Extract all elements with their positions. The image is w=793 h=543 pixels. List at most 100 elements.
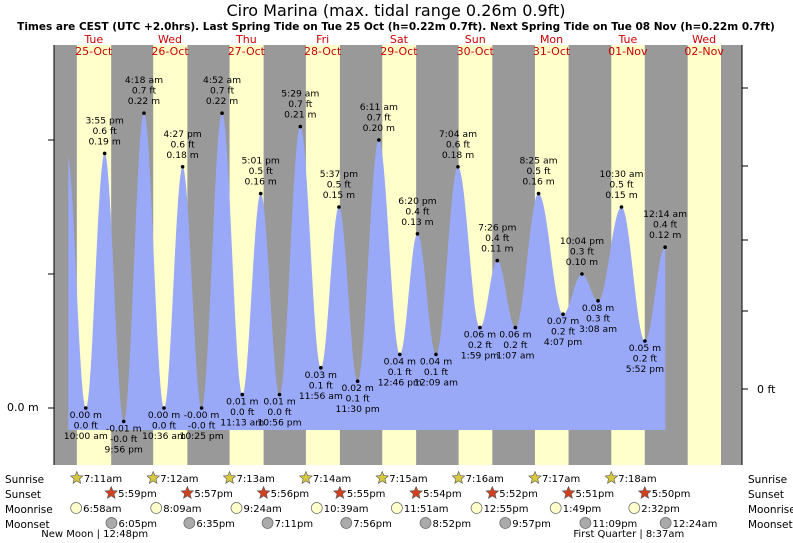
day-name: Thu: [235, 33, 257, 46]
row-label-right: Sunset: [748, 489, 784, 501]
tide-label: 0.6 ft: [170, 139, 195, 150]
moonset-time: 7:56pm: [353, 519, 392, 530]
tide-label: 4:07 pm: [544, 337, 582, 348]
tide-label: -0.01 m: [106, 423, 142, 434]
tide-point: [142, 111, 146, 115]
tide-label: 0.06 m: [464, 330, 496, 341]
sunset-icon: [561, 485, 576, 499]
sunset-time: 5:50pm: [652, 489, 691, 500]
tide-point: [199, 406, 204, 410]
sunset-icon: [104, 485, 119, 499]
day-headers: Tue25-OctWed26-OctThu27-OctFri28-OctSat2…: [75, 33, 724, 58]
moonrise-icon: [391, 502, 403, 514]
tide-label: 0.19 m: [88, 136, 120, 147]
tide-label: 6:20 pm: [398, 196, 436, 207]
moonrise-time: 10:39am: [324, 504, 369, 515]
tide-label: 0.4 ft: [653, 220, 678, 231]
tide-label: 0.07 m: [547, 316, 579, 327]
moonrise-time: 1:49pm: [563, 504, 602, 515]
tide-label: 9:56 pm: [105, 444, 143, 455]
tide-label: 11:56 am: [299, 391, 343, 402]
tide-label: 7:26 pm: [478, 223, 516, 234]
tide-point: [580, 272, 584, 276]
sunrise-icon: [528, 470, 542, 484]
tide-label: 5:52 pm: [626, 364, 664, 375]
sunrise-icon: [451, 470, 466, 484]
sunset-time: 5:56pm: [271, 489, 310, 500]
moon-phase-label: New Moon | 12:48pm: [41, 529, 148, 539]
tide-label: 0.13 m: [401, 217, 433, 228]
tide-label: -0.0 ft: [188, 421, 216, 432]
tide-point: [102, 151, 107, 156]
sunrise-icon: [222, 470, 237, 484]
moonset-time: 11:09pm: [592, 519, 637, 530]
tide-label: 0.6 ft: [446, 139, 471, 150]
tide-label: 0.16 m: [245, 177, 277, 188]
tide-label: 1:07 am: [496, 351, 534, 362]
day-date: 29-Oct: [380, 45, 418, 58]
tide-label: 0.00 m: [148, 410, 180, 421]
tide-label: 0.3 ft: [586, 313, 611, 324]
moonset-time: 6:05pm: [118, 519, 157, 530]
tide-point: [561, 312, 565, 317]
tide-label: 10:25 pm: [179, 431, 223, 442]
tide-label: 10:04 pm: [560, 236, 604, 247]
tide-label: 0.2 ft: [633, 354, 658, 365]
tide-point: [513, 325, 518, 330]
tide-point: [258, 191, 263, 196]
day-name: Tue: [83, 33, 103, 46]
row-label-left: Sunrise: [5, 474, 44, 486]
sunset-icon: [180, 485, 195, 499]
sunrise-icon: [604, 470, 619, 484]
moonrise-time: 6:58am: [83, 504, 121, 515]
tide-label: 0.7 ft: [132, 86, 157, 97]
sunrise-time: 7:12am: [160, 474, 198, 485]
tide-label: 12:14 am: [643, 209, 687, 220]
tide-point: [456, 165, 460, 169]
tide-point: [162, 406, 166, 410]
day-name: Wed: [692, 33, 716, 46]
tide-label: 10:56 pm: [257, 418, 301, 429]
tide-label: 0.00 m: [70, 410, 102, 421]
tide-label: 0.0 ft: [152, 421, 177, 432]
tide-label: 0.04 m: [420, 356, 452, 367]
tide-label: 0.1 ft: [346, 394, 371, 405]
tide-label: 3:55 pm: [85, 115, 123, 126]
tide-label: 0.15 m: [605, 190, 637, 201]
tide-point: [277, 392, 282, 397]
tide-point: [663, 245, 667, 249]
moon-phase-label: First Quarter | 8:37am: [573, 529, 684, 539]
tide-label: 0.04 m: [384, 356, 416, 367]
tide-label: 0.03 m: [305, 370, 337, 381]
tide-point: [121, 419, 126, 424]
moonrise-time: 12:55pm: [484, 504, 529, 515]
sunset-time: 5:51pm: [576, 489, 615, 500]
sunrise-time: 7:15am: [389, 474, 427, 485]
tide-label: 12:09 am: [414, 377, 458, 388]
day-name: Fri: [316, 33, 329, 46]
tide-label: 0.3 ft: [570, 247, 595, 258]
tide-label: -0.00 m: [184, 410, 220, 421]
moonset-icon: [579, 517, 592, 529]
moonset-time: 12:24am: [673, 519, 718, 530]
sun-moon-rows: Sunrise Sunrise Sunset Sunset Moonrise Moonri…: [5, 470, 793, 540]
moonrise-icon: [70, 502, 82, 514]
tide-label: 0.7 ft: [367, 113, 392, 124]
sunset-icon: [332, 485, 347, 499]
sunset-time: 5:52pm: [499, 489, 538, 500]
tide-point: [220, 111, 224, 115]
tide-label: -0.0 ft: [110, 434, 138, 445]
tide-label: 0.7 ft: [288, 99, 313, 110]
tide-label: 0.5 ft: [327, 180, 352, 191]
tide-point: [298, 124, 303, 129]
moonset-icon: [183, 517, 196, 529]
day-name: Tue: [617, 33, 637, 46]
tide-label: 0.7 ft: [210, 86, 235, 97]
tide-label: 0.11 m: [481, 244, 513, 255]
sunset-icon: [485, 485, 500, 499]
day-date: 27-Oct: [228, 45, 266, 58]
tide-label: 0.20 m: [363, 123, 395, 134]
tide-label: 0.22 m: [128, 96, 160, 107]
sunset-time: 5:57pm: [194, 489, 233, 500]
